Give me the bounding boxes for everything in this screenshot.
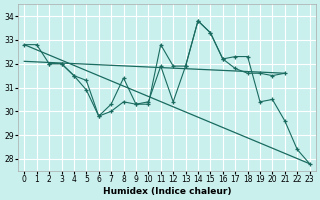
X-axis label: Humidex (Indice chaleur): Humidex (Indice chaleur) xyxy=(103,187,231,196)
